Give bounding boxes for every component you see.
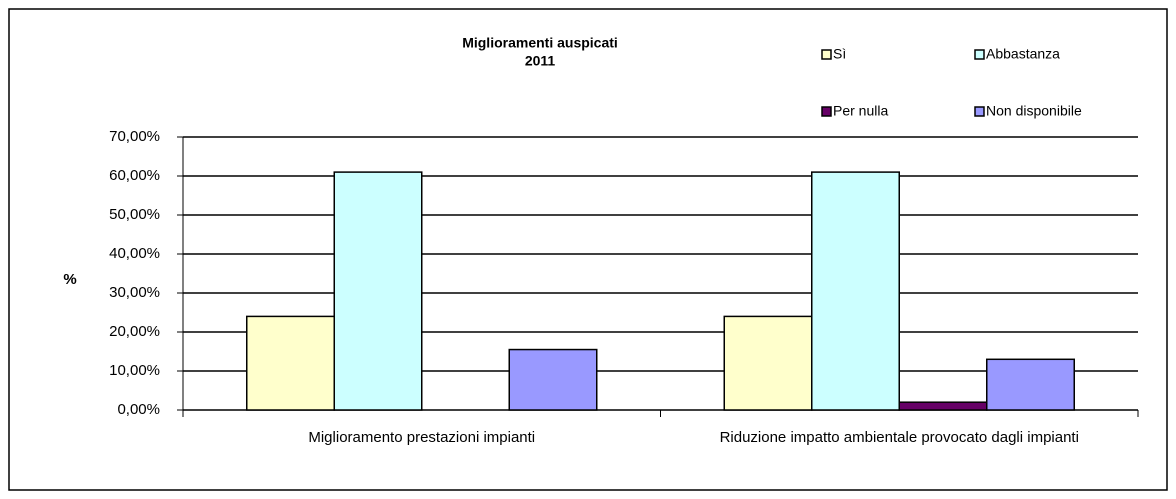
legend-label: Sì [833,46,846,62]
legend-label: Per nulla [833,103,888,119]
y-tick-label: 0,00% [117,401,160,418]
legend-swatch [974,49,985,60]
y-tick-label: 10,00% [109,362,160,379]
legend-label: Abbastanza [986,46,1060,62]
legend-swatch [821,106,832,117]
y-tick-label: 40,00% [109,245,160,262]
legend-label: Non disponibile [986,103,1082,119]
y-tick-label: 50,00% [109,206,160,223]
legend-swatch [821,49,832,60]
chart-title: Miglioramenti auspicati [462,35,618,51]
bar [333,171,423,411]
y-tick-label: 20,00% [109,323,160,340]
y-tick-label: 30,00% [109,284,160,301]
bar [508,348,598,411]
y-tick-label: 60,00% [109,167,160,184]
bar [898,401,988,411]
bar [246,315,335,411]
bar [811,171,900,411]
x-tick-label: Riduzione impatto ambientale provocato d… [719,429,1079,446]
x-tick-label: Miglioramento prestazioni impianti [308,429,536,446]
y-tick-label: 70,00% [109,128,160,145]
bar [986,358,1075,411]
chart-subtitle: 2011 [525,53,556,69]
bar [723,315,813,411]
y-axis-label: % [63,271,76,288]
legend-swatch [974,106,985,117]
